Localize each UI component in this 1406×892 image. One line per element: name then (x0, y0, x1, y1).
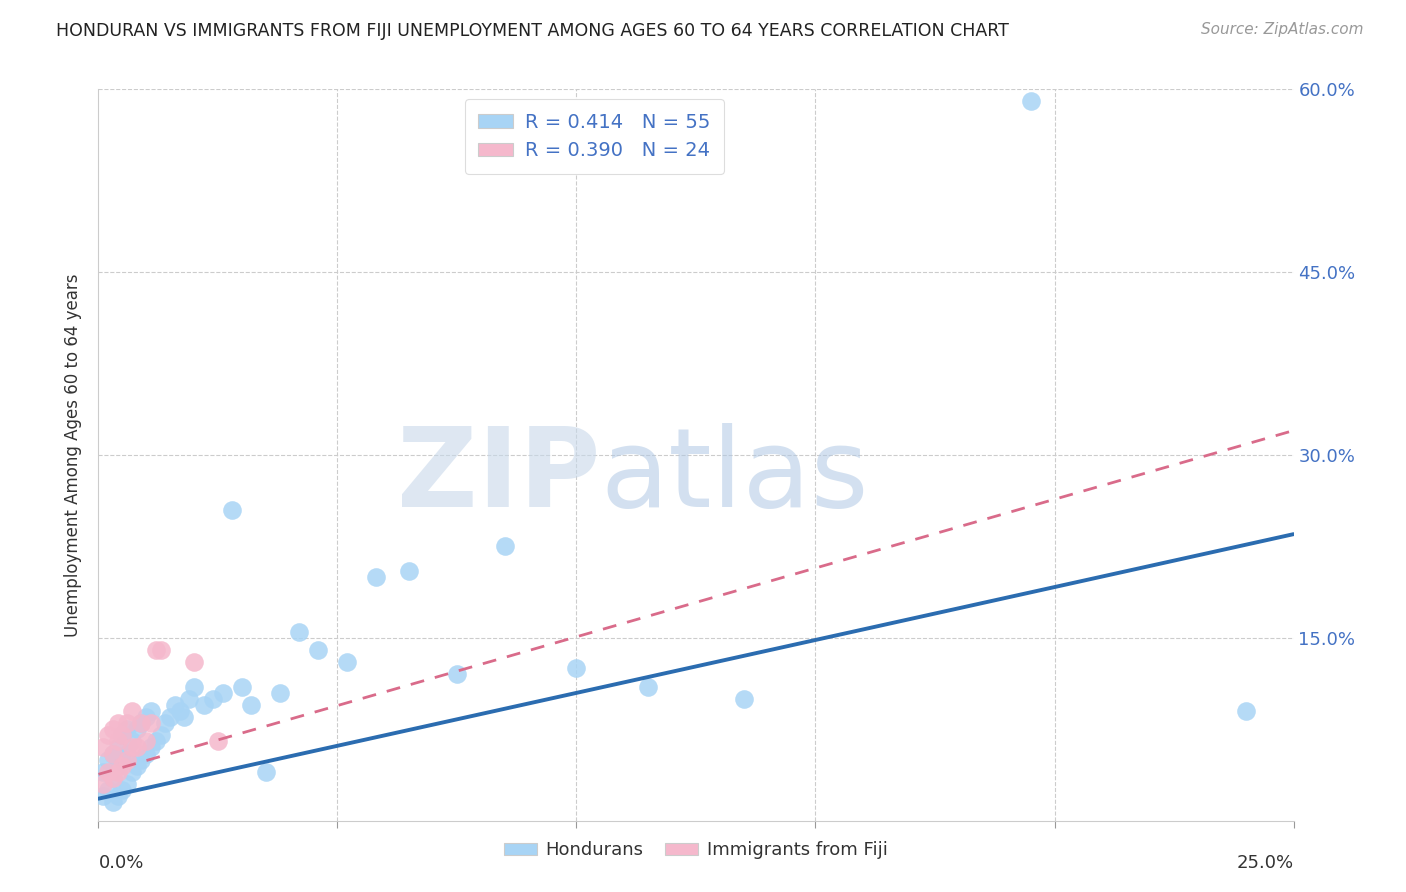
Point (97, 753, 120, 767)
Point (240, 698, 263, 712)
Point (101, 747, 124, 761)
Point (115, 747, 138, 761)
Point (179, 691, 201, 706)
Text: 0.0%: 0.0% (98, 854, 143, 871)
Point (211, 686, 233, 700)
Point (139, 716, 162, 731)
Point (91, 740, 114, 755)
Point (115, 716, 138, 731)
Text: atlas: atlas (600, 424, 869, 531)
Point (111, 783, 134, 797)
Point (131, 716, 153, 731)
Point (115, 753, 138, 767)
Point (364, 570, 387, 584)
Point (173, 710, 195, 724)
Point (111, 753, 134, 767)
Point (101, 771, 124, 785)
Point (131, 753, 153, 767)
Point (101, 796, 124, 810)
Point (107, 734, 129, 748)
Point (288, 624, 311, 639)
Point (155, 716, 177, 731)
Point (149, 728, 172, 742)
Point (494, 539, 516, 553)
Point (637, 680, 659, 694)
Point (733, 691, 755, 706)
Point (269, 686, 291, 700)
Point (121, 740, 143, 755)
Point (565, 661, 588, 675)
Point (183, 680, 205, 694)
Point (207, 734, 229, 748)
Point (139, 740, 162, 755)
Text: 25.0%: 25.0% (1236, 854, 1294, 871)
Point (139, 704, 162, 718)
Point (131, 716, 153, 731)
Point (193, 698, 215, 712)
Point (125, 740, 148, 755)
Point (101, 723, 124, 737)
Point (107, 716, 129, 731)
Point (159, 710, 181, 724)
Point (169, 704, 191, 718)
Text: HONDURAN VS IMMIGRANTS FROM FIJI UNEMPLOYMENT AMONG AGES 60 TO 64 YEARS CORRELAT: HONDURAN VS IMMIGRANTS FROM FIJI UNEMPLO… (56, 22, 1010, 40)
Point (107, 764, 129, 779)
Point (202, 691, 225, 706)
Point (121, 704, 143, 718)
Point (97, 728, 120, 742)
Point (107, 789, 129, 804)
Point (145, 734, 167, 748)
Legend: Hondurans, Immigrants from Fiji: Hondurans, Immigrants from Fiji (496, 834, 896, 866)
Point (231, 680, 253, 694)
Point (125, 758, 148, 772)
Text: ZIP: ZIP (396, 424, 600, 531)
Point (398, 564, 420, 578)
Point (101, 747, 124, 761)
Point (149, 643, 172, 657)
Point (221, 503, 243, 517)
Point (446, 667, 468, 681)
Point (97, 764, 120, 779)
Point (336, 655, 359, 669)
Point (1019, 95, 1042, 109)
Point (115, 723, 138, 737)
Point (1234, 704, 1257, 718)
Point (91, 777, 114, 791)
Point (254, 764, 277, 779)
Point (97, 783, 120, 797)
Point (135, 747, 157, 761)
Point (135, 734, 157, 748)
Point (121, 734, 143, 748)
Point (125, 723, 148, 737)
Point (111, 728, 134, 742)
Point (91, 764, 114, 779)
Point (91, 789, 114, 804)
Point (163, 698, 186, 712)
Point (107, 758, 129, 772)
Point (107, 740, 129, 755)
Point (101, 771, 124, 785)
Point (115, 777, 138, 791)
Text: Source: ZipAtlas.com: Source: ZipAtlas.com (1201, 22, 1364, 37)
Point (183, 655, 205, 669)
Point (111, 728, 134, 742)
Point (121, 764, 143, 779)
Point (135, 710, 157, 724)
Point (145, 643, 167, 657)
Y-axis label: Unemployment Among Ages 60 to 64 years: Unemployment Among Ages 60 to 64 years (65, 273, 83, 637)
Point (111, 758, 134, 772)
Point (307, 643, 329, 657)
